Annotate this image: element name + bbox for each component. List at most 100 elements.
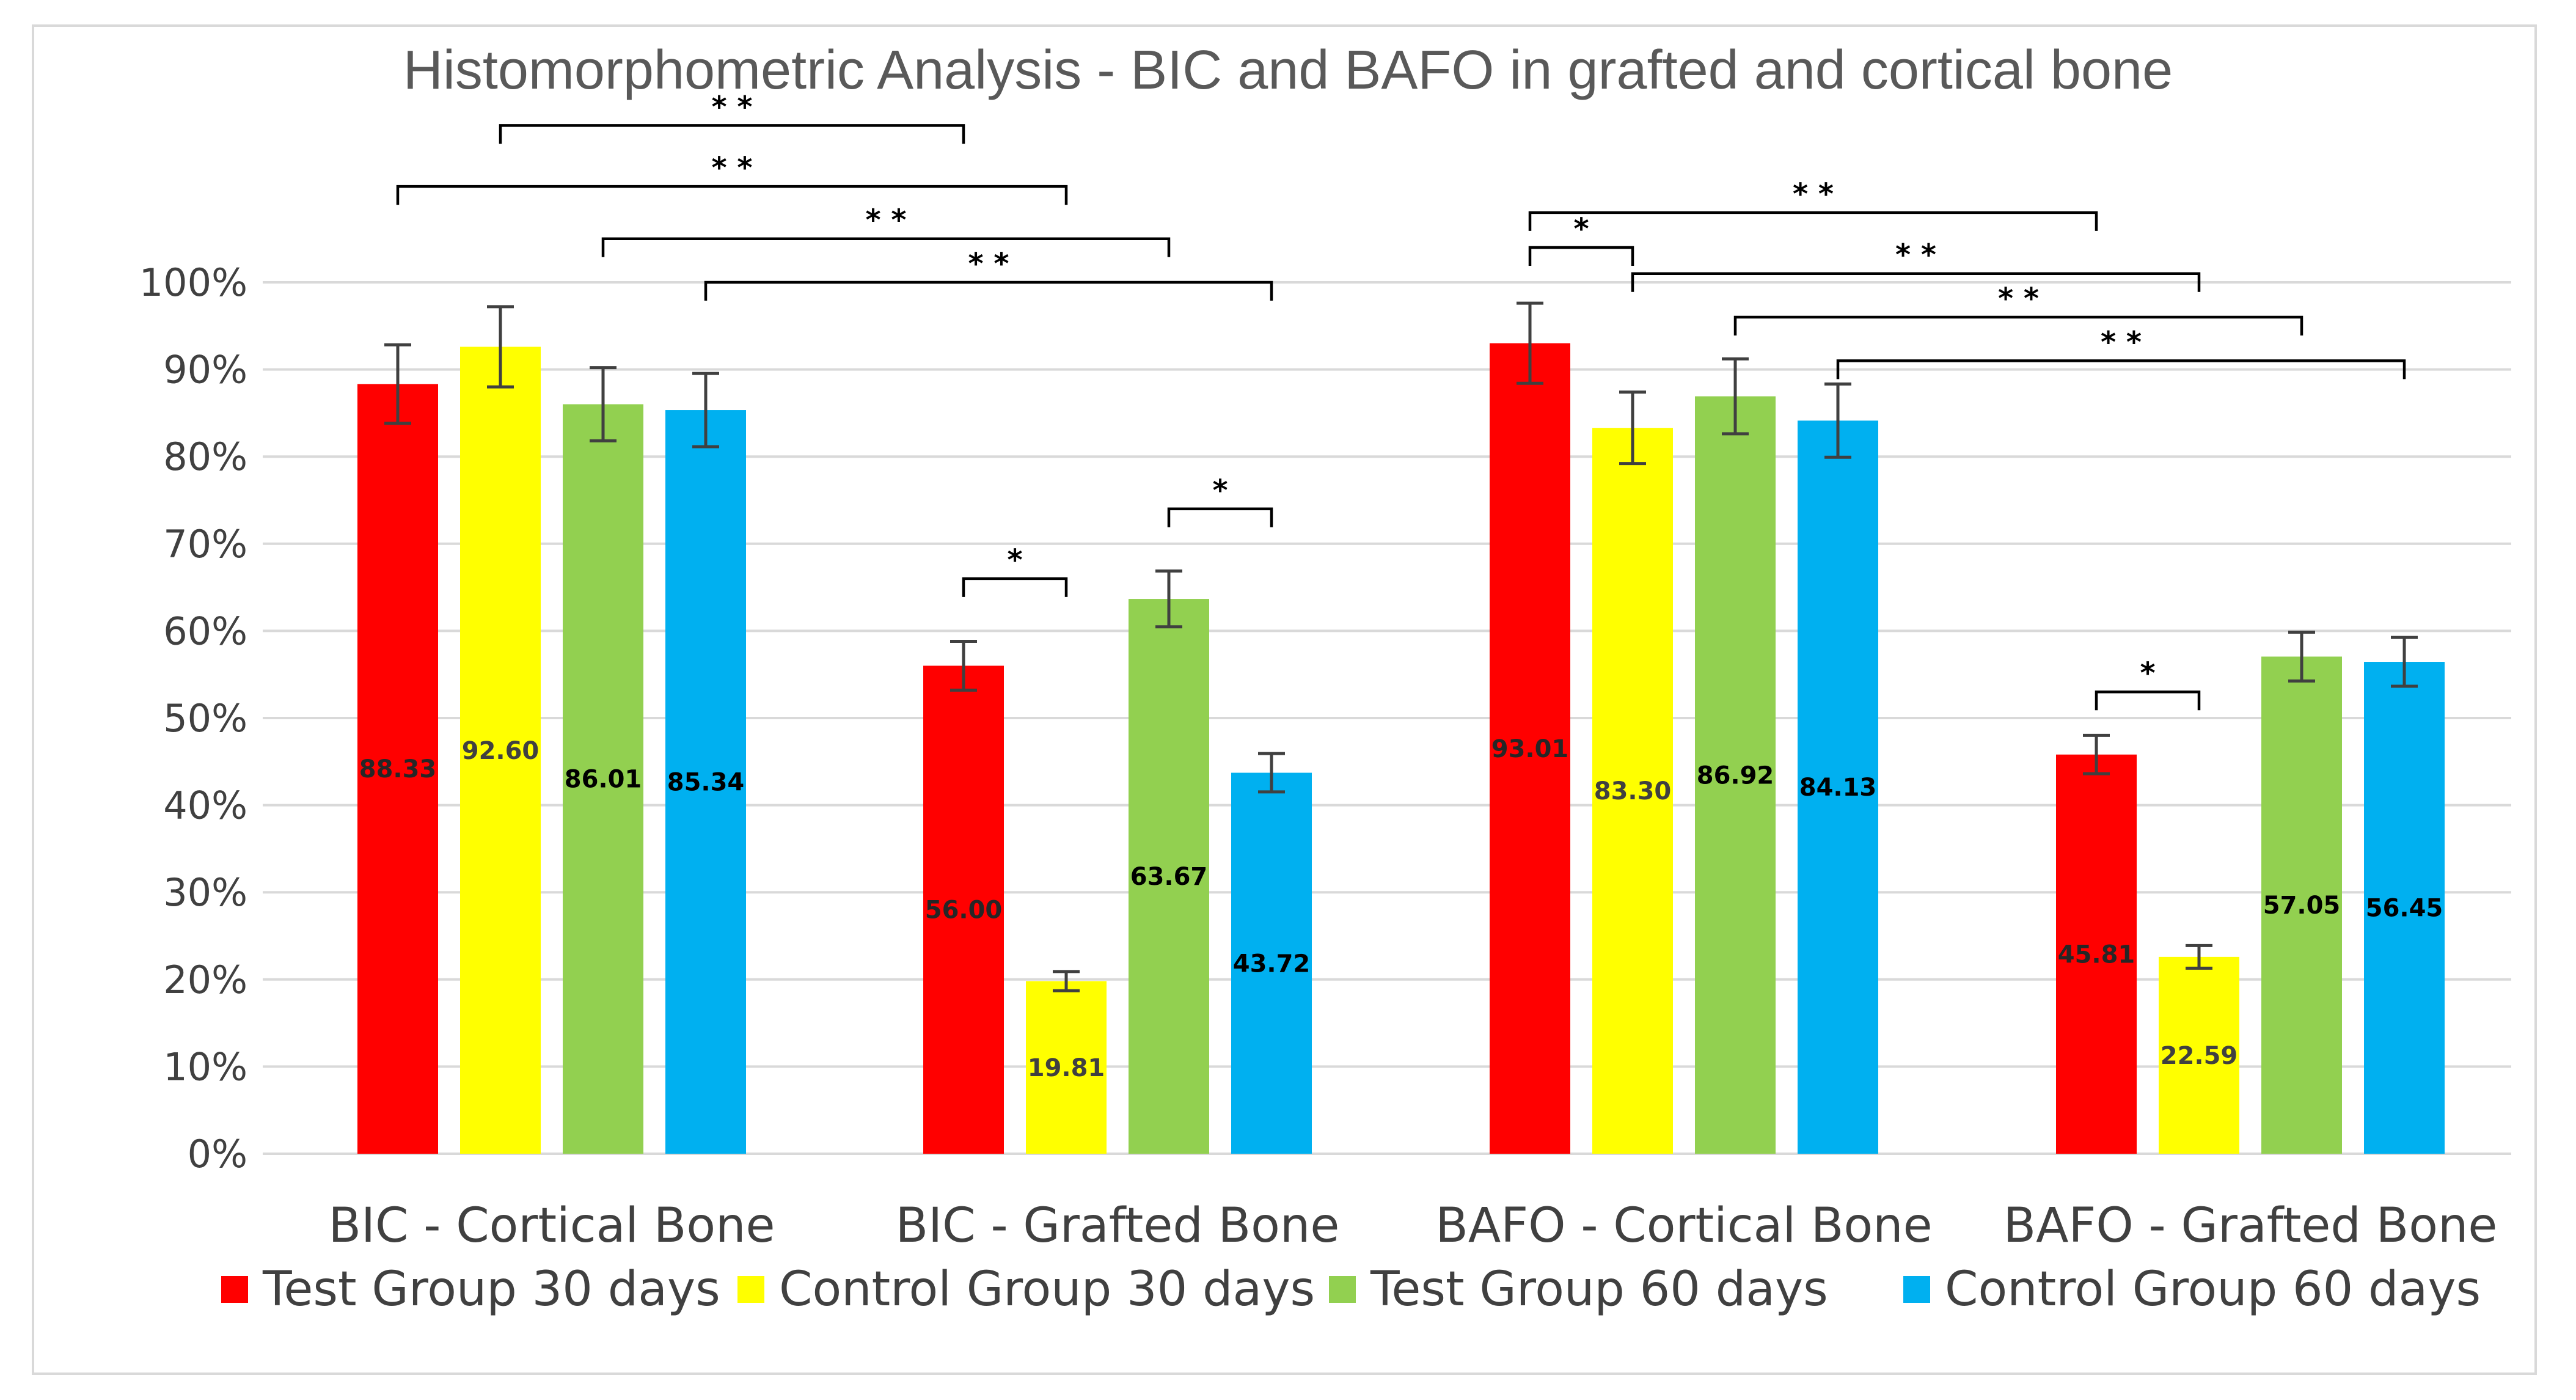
error-bar-s2-c1 — [1155, 569, 1182, 629]
bar-s2-c1 — [1129, 599, 1209, 1154]
y-tick-label-8: 80% — [163, 434, 247, 479]
legend-swatch-0 — [221, 1276, 248, 1303]
error-bar-s1-c1 — [1053, 970, 1080, 992]
y-tick-label-0: 0% — [188, 1132, 247, 1176]
significance-brackets: * * * * * * * * * * * * * * * * * * * * — [396, 90, 2406, 711]
y-tick-label-6: 60% — [163, 609, 247, 653]
error-bar-s3-c2 — [1824, 382, 1851, 459]
legend-item-1: Control Group 30 days — [737, 1262, 1315, 1317]
error-bars — [384, 301, 2418, 992]
significance-bracket-0: * * — [499, 90, 965, 144]
category-label-2: BAFO - Cortical Bone — [1435, 1198, 1932, 1253]
legend-item-3: Control Group 60 days — [1903, 1262, 2481, 1317]
significance-bracket-10: * * — [1836, 325, 2406, 379]
significance-bracket-1: * * — [396, 151, 1068, 205]
data-label-s3-c0: 85.34 — [667, 769, 745, 797]
bars — [357, 343, 2445, 1154]
data-label-s3-c1: 43.72 — [1233, 950, 1311, 978]
y-axis-ticks: 0% 10% 20% 30% 40% 50% 60% 70% 80% 90% 100% — [139, 260, 247, 1176]
significance-bracket-8: * * — [1631, 238, 2201, 292]
bar-s0-c2 — [1490, 343, 1570, 1154]
data-labels: 88.33 56.00 93.01 45.81 92.60 19.81 83.30 22.59… — [359, 735, 2443, 1082]
significance-bracket-4: * — [962, 543, 1068, 597]
significance-label-2: * * — [866, 203, 907, 238]
significance-label-8: * * — [1895, 238, 1936, 273]
bar-s1-c1 — [1026, 981, 1107, 1154]
data-label-s2-c1: 63.67 — [1130, 863, 1208, 891]
significance-label-9: * * — [1998, 282, 2039, 316]
y-tick-label-5: 50% — [163, 696, 247, 741]
bar-s3-c1 — [1231, 772, 1312, 1154]
bar-s3-c3 — [2364, 662, 2445, 1154]
bar-s3-c2 — [1798, 420, 1878, 1154]
bar-s1-c3 — [2159, 956, 2239, 1154]
data-label-s1-c2: 83.30 — [1594, 777, 1672, 805]
legend-item-2: Test Group 60 days — [1329, 1262, 1828, 1317]
significance-label-4: * — [1007, 543, 1022, 577]
legend-label-2: Test Group 60 days — [1370, 1262, 1828, 1317]
data-label-s0-c0: 88.33 — [359, 755, 437, 783]
bar-s0-c3 — [2056, 754, 2137, 1154]
y-tick-label-9: 90% — [163, 348, 247, 392]
category-label-1: BIC - Grafted Bone — [896, 1198, 1340, 1253]
significance-label-11: * — [2140, 656, 2155, 691]
error-bar-s3-c3 — [2391, 636, 2418, 688]
legend-label-0: Test Group 30 days — [262, 1262, 720, 1317]
error-bar-s0-c1 — [950, 640, 977, 692]
error-bar-s1-c0 — [487, 305, 514, 389]
error-bar-s2-c2 — [1722, 357, 1749, 436]
error-bar-s0-c0 — [384, 343, 411, 425]
data-label-s0-c1: 56.00 — [925, 896, 1003, 925]
y-tick-label-7: 70% — [163, 522, 247, 566]
error-bar-s1-c3 — [2186, 944, 2212, 970]
bar-s3-c0 — [665, 410, 746, 1154]
legend-item-0: Test Group 30 days — [221, 1262, 720, 1317]
significance-bracket-2: * * — [601, 203, 1171, 257]
data-label-s0-c3: 45.81 — [2058, 940, 2135, 969]
data-label-s1-c1: 19.81 — [1028, 1054, 1105, 1082]
legend-label-1: Control Group 30 days — [779, 1262, 1315, 1317]
bar-s2-c3 — [2261, 656, 2342, 1154]
legend-label-3: Control Group 60 days — [1945, 1262, 2481, 1317]
data-label-s2-c3: 57.05 — [2263, 892, 2341, 920]
significance-label-10: * * — [2101, 325, 2142, 359]
error-bar-s2-c0 — [590, 366, 617, 442]
significance-label-0: * * — [712, 90, 753, 124]
significance-bracket-7: * — [1528, 212, 1634, 266]
data-label-s1-c3: 22.59 — [2161, 1042, 2238, 1070]
bar-s0-c0 — [357, 384, 438, 1154]
data-label-s0-c2: 93.01 — [1491, 735, 1569, 763]
category-label-3: BAFO - Grafted Bone — [2003, 1198, 2498, 1253]
significance-label-3: * * — [968, 247, 1009, 281]
significance-label-1: * * — [712, 151, 753, 185]
significance-bracket-6: * * — [1528, 177, 2098, 231]
error-bar-s0-c2 — [1517, 301, 1543, 385]
error-bar-s3-c0 — [692, 372, 719, 449]
bar-s2-c0 — [563, 404, 643, 1154]
y-tick-label-3: 30% — [163, 870, 247, 915]
category-label-0: BIC - Cortical Bone — [328, 1198, 775, 1253]
error-bar-s2-c3 — [2288, 631, 2315, 683]
y-tick-label-4: 40% — [163, 783, 247, 828]
bar-s1-c2 — [1592, 428, 1673, 1154]
chart-title: Histomorphometric Analysis - BIC and BAF… — [403, 40, 2173, 101]
significance-bracket-11: * — [2095, 656, 2201, 711]
data-label-s1-c0: 92.60 — [462, 737, 540, 765]
legend-swatch-2 — [1329, 1276, 1356, 1303]
bar-s1-c0 — [460, 346, 541, 1154]
error-bar-s0-c3 — [2083, 733, 2110, 775]
x-axis-categories: BIC - Cortical Bone BIC - Grafted Bone BAF… — [328, 1198, 2497, 1253]
significance-bracket-3: * * — [704, 247, 1273, 301]
data-label-s2-c2: 86.92 — [1697, 761, 1774, 790]
significance-label-5: * — [1212, 474, 1228, 508]
bar-s2-c2 — [1695, 396, 1776, 1154]
legend-swatch-3 — [1903, 1276, 1930, 1303]
significance-bracket-9: * * — [1733, 282, 2303, 336]
data-label-s3-c3: 56.45 — [2366, 895, 2443, 923]
data-label-s3-c2: 84.13 — [1799, 774, 1877, 802]
significance-label-7: * — [1573, 212, 1589, 246]
data-label-s2-c0: 86.01 — [565, 766, 642, 794]
significance-label-6: * * — [1793, 177, 1834, 211]
y-tick-label-1: 10% — [163, 1044, 247, 1089]
